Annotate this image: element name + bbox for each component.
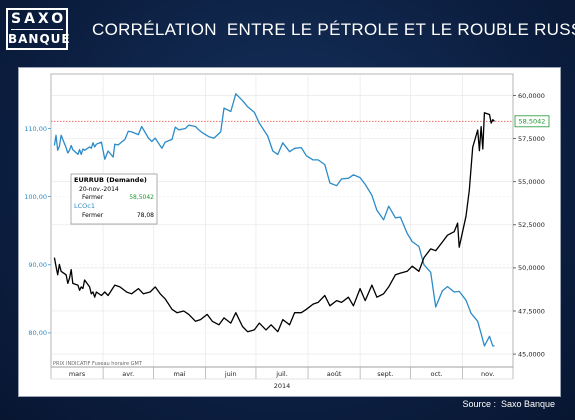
legend-lcoc1-label: LCOc1 <box>74 202 95 210</box>
y-left-tick-label: 80,00 <box>28 329 47 337</box>
legend-title: EURRUB (Demande) <box>74 176 147 184</box>
axis-layer: mars avr. mai juin juil. août sept. oct. nov. 201… <box>24 92 545 390</box>
x-year-label: 2014 <box>274 382 291 390</box>
y-right-tick-label: 45,0000 <box>518 350 545 358</box>
x-tick-label: août <box>327 370 342 378</box>
logo-line1: SAXO <box>11 10 63 30</box>
x-tick-label: mars <box>69 370 86 378</box>
y-left-tick-label: 110,00 <box>24 125 47 133</box>
saxo-banque-logo: SAXO BANQUE <box>6 8 71 50</box>
legend-box: EURRUB (Demande) 20-nov.-2014 Fermer 58,… <box>70 173 158 225</box>
y-left-tick-label: 90,00 <box>28 261 47 269</box>
legend-date: 20-nov.-2014 <box>79 186 119 193</box>
y-right-tick-label: 47,5000 <box>518 307 545 315</box>
y-right-tick-label: 50,0000 <box>518 264 545 272</box>
x-tick-label: oct. <box>430 370 442 378</box>
legend-eurrub-value: 58,5042 <box>129 194 154 201</box>
y-right-tick-label: 55,0000 <box>518 178 545 186</box>
x-tick-label: sept. <box>377 370 393 378</box>
y-right-tick-label: 57,5000 <box>518 135 545 143</box>
x-tick-label: mai <box>173 370 185 378</box>
legend-lcoc1-close-label: Fermer <box>82 212 104 219</box>
series-line-eurrub <box>53 112 495 333</box>
logo-line2: BANQUE <box>8 32 71 46</box>
correlation-chart: mars avr. mai juin juil. août sept. oct. nov. 201… <box>24 73 550 390</box>
y-right-tick-label: 60,0000 <box>518 92 545 100</box>
last-value-label: 58,5042 <box>519 118 546 126</box>
x-tick-label: avr. <box>122 370 134 378</box>
x-tick-label: nov. <box>481 370 495 378</box>
series-layer <box>53 93 495 347</box>
legend-lcoc1-value: 78,08 <box>137 212 154 219</box>
series-line-lcoc1 <box>53 93 495 347</box>
y-right-tick-label: 52,5000 <box>518 221 545 229</box>
last-value-tag: 58,5042 <box>514 115 550 128</box>
x-tick-label: juin <box>224 370 237 378</box>
legend-eurrub-label: Fermer <box>82 194 104 201</box>
x-tick-label: juil. <box>275 370 288 378</box>
y-left-tick-label: 100,00 <box>24 193 47 201</box>
page-title: CORRÉLATION ENTRE LE PÉTROLE ET LE ROUBL… <box>92 20 575 39</box>
source-note: Source : Saxo Banque <box>462 399 555 409</box>
x-axis-footer: PRIX INDICATIF Fuseau horaire GMT <box>53 361 143 367</box>
chart-panel: mars avr. mai juin juil. août sept. oct. nov. 201… <box>18 67 561 397</box>
